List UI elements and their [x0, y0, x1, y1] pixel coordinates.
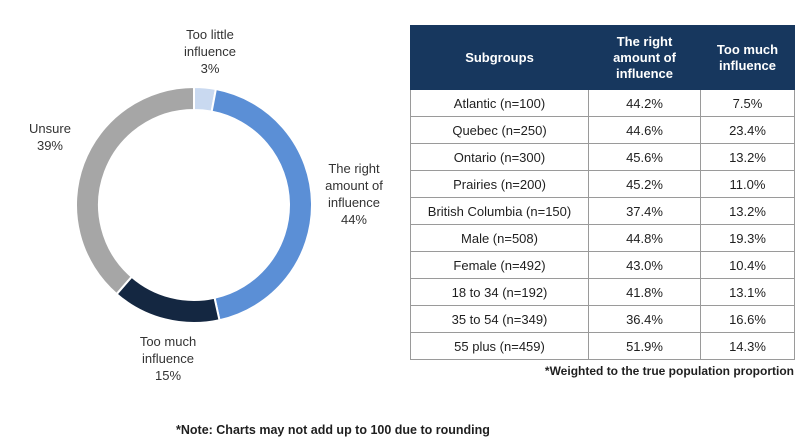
cell-subgroup: Atlantic (n=100) [410, 89, 589, 117]
rounding-note: *Note: Charts may not add up to 100 due … [176, 423, 490, 437]
slice-label-value: 44% [340, 212, 368, 227]
donut-slice-unsure [75, 85, 195, 296]
cell-subgroup: Male (n=508) [410, 224, 589, 252]
donut-slice-too-much-influence [115, 275, 221, 324]
slice-label-line: influence [327, 195, 381, 210]
table-row: 35 to 54 (n=349) 36.4% 16.6% [410, 305, 795, 333]
cell-right-amount: 44.6% [588, 116, 701, 144]
cell-too-much: 11.0% [700, 170, 795, 198]
cell-too-much: 16.6% [700, 305, 795, 333]
cell-too-much: 13.2% [700, 197, 795, 225]
table-row: British Columbia (n=150) 37.4% 13.2% [410, 197, 795, 225]
slice-label-line: amount of [325, 178, 383, 193]
subgroup-table: Subgroups The right amount of influence … [410, 25, 795, 360]
donut-svg [75, 85, 313, 324]
table-row: Quebec (n=250) 44.6% 23.4% [410, 116, 795, 144]
slice-label-line: The right [328, 161, 380, 176]
cell-too-much: 23.4% [700, 116, 795, 144]
slice-label-line: Too little [186, 27, 234, 42]
table-row: Ontario (n=300) 45.6% 13.2% [410, 143, 795, 171]
cell-subgroup: 55 plus (n=459) [410, 332, 589, 360]
cell-right-amount: 43.0% [588, 251, 701, 279]
cell-too-much: 10.4% [700, 251, 795, 279]
slice-label-line: Too much [139, 334, 197, 349]
cell-subgroup: 18 to 34 (n=192) [410, 278, 589, 306]
cell-subgroup: Female (n=492) [410, 251, 589, 279]
cell-subgroup: Ontario (n=300) [410, 143, 589, 171]
table-body: Atlantic (n=100) 44.2% 7.5% Quebec (n=250) 4… [410, 89, 795, 360]
cell-right-amount: 44.2% [588, 89, 701, 117]
header-subgroups: Subgroups [410, 25, 589, 90]
cell-right-amount: 45.6% [588, 143, 701, 171]
slice-label-line: Unsure [29, 121, 71, 136]
slice-label-line: influence [141, 351, 195, 366]
cell-subgroup: 35 to 54 (n=349) [410, 305, 589, 333]
donut-chart: Too little influence 3% The right amount of i… [0, 0, 410, 400]
slice-label-too-little-influence: Too little influence 3% [184, 26, 236, 77]
slice-label-the-right-amount-of-influence: The right amount of influence 44% [325, 160, 383, 228]
table-row: Female (n=492) 43.0% 10.4% [410, 251, 795, 279]
cell-right-amount: 51.9% [588, 332, 701, 360]
cell-too-much: 13.1% [700, 278, 795, 306]
cell-too-much: 13.2% [700, 143, 795, 171]
slice-label-value: 39% [36, 138, 64, 153]
cell-subgroup: British Columbia (n=150) [410, 197, 589, 225]
donut-slice-the-right-amount-of-influence [210, 87, 313, 322]
cell-right-amount: 41.8% [588, 278, 701, 306]
slice-label-unsure: Unsure 39% [29, 120, 71, 154]
slice-label-value: 3% [200, 61, 220, 76]
cell-too-much: 14.3% [700, 332, 795, 360]
cell-too-much: 19.3% [700, 224, 795, 252]
cell-too-much: 7.5% [700, 89, 795, 117]
table-row: Atlantic (n=100) 44.2% 7.5% [410, 89, 795, 117]
subgroup-table-container: Subgroups The right amount of influence … [410, 25, 795, 360]
header-too-much: Too much influence [700, 25, 795, 90]
slice-label-line: influence [183, 44, 237, 59]
cell-subgroup: Prairies (n=200) [410, 170, 589, 198]
cell-right-amount: 37.4% [588, 197, 701, 225]
header-right-amount: The right amount of influence [588, 25, 701, 90]
table-row: Male (n=508) 44.8% 19.3% [410, 224, 795, 252]
table-header-row: Subgroups The right amount of influence … [410, 25, 795, 90]
cell-right-amount: 45.2% [588, 170, 701, 198]
cell-right-amount: 44.8% [588, 224, 701, 252]
slice-label-value: 15% [154, 368, 182, 383]
cell-right-amount: 36.4% [588, 305, 701, 333]
cell-subgroup: Quebec (n=250) [410, 116, 589, 144]
table-row: 18 to 34 (n=192) 41.8% 13.1% [410, 278, 795, 306]
weighted-note: *Weighted to the true population proport… [544, 364, 794, 378]
table-row: Prairies (n=200) 45.2% 11.0% [410, 170, 795, 198]
slice-label-too-much-influence: Too much influence 15% [140, 333, 196, 384]
table-row: 55 plus (n=459) 51.9% 14.3% [410, 332, 795, 360]
